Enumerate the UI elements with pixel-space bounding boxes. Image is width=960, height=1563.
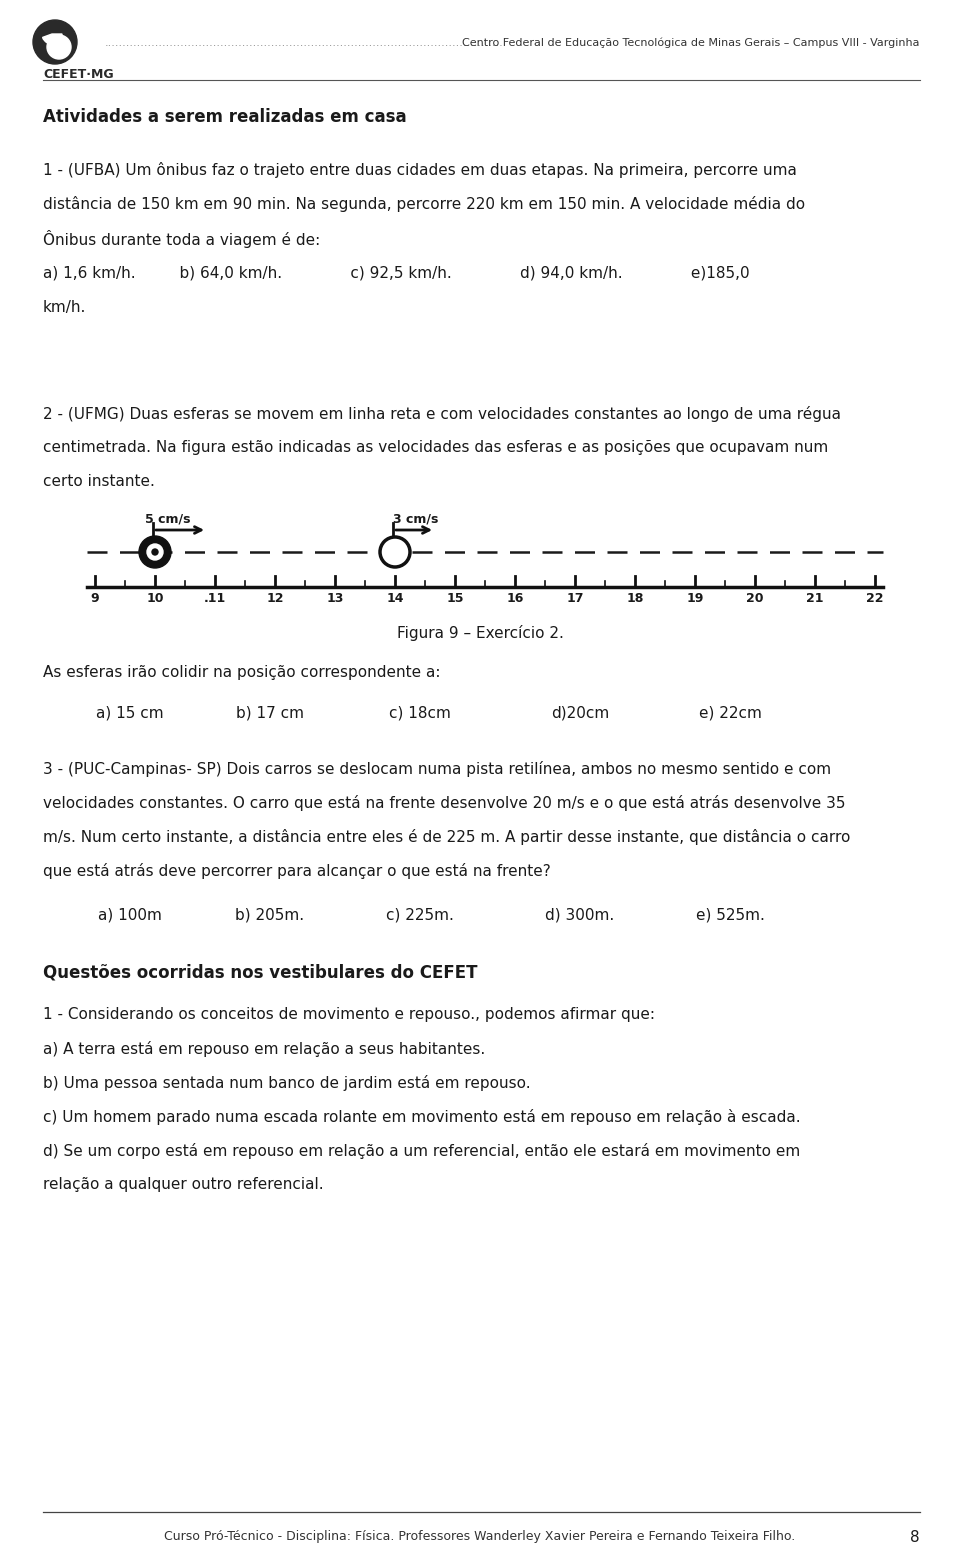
Text: Centro Federal de Educação Tecnológica de Minas Gerais – Campus VIII - Varginha: Centro Federal de Educação Tecnológica d… xyxy=(463,38,920,48)
Text: 1 - (UFBA) Um ônibus faz o trajeto entre duas cidades em duas etapas. Na primeir: 1 - (UFBA) Um ônibus faz o trajeto entre… xyxy=(43,163,797,178)
Text: Atividades a serem realizadas em casa: Atividades a serem realizadas em casa xyxy=(43,108,407,127)
Text: 2 - (UFMG) Duas esferas se movem em linha reta e com velocidades constantes ao l: 2 - (UFMG) Duas esferas se movem em linh… xyxy=(43,406,841,422)
Text: 3 - (PUC-Campinas- SP) Dois carros se deslocam numa pista retilínea, ambos no me: 3 - (PUC-Campinas- SP) Dois carros se de… xyxy=(43,761,831,777)
Text: 19: 19 xyxy=(686,592,704,605)
Text: Questões ocorridas nos vestibulares do CEFET: Questões ocorridas nos vestibulares do C… xyxy=(43,963,477,982)
Text: 8: 8 xyxy=(910,1530,920,1544)
Circle shape xyxy=(152,549,158,555)
Circle shape xyxy=(33,20,77,64)
Text: certo instante.: certo instante. xyxy=(43,474,155,489)
Text: km/h.: km/h. xyxy=(43,300,86,316)
Circle shape xyxy=(380,538,410,567)
Text: a) 15 cm: a) 15 cm xyxy=(96,705,164,721)
Circle shape xyxy=(139,536,171,567)
Text: 9: 9 xyxy=(90,592,99,605)
Text: 12: 12 xyxy=(266,592,284,605)
Text: d) Se um corpo está em repouso em relação a um referencial, então ele estará em : d) Se um corpo está em repouso em relaçã… xyxy=(43,1143,801,1160)
Circle shape xyxy=(147,544,163,560)
Text: c) Um homem parado numa escada rolante em movimento está em repouso em relação à: c) Um homem parado numa escada rolante e… xyxy=(43,1110,801,1125)
Text: d)20cm: d)20cm xyxy=(551,705,610,721)
Text: e) 22cm: e) 22cm xyxy=(699,705,761,721)
Text: que está atrás deve percorrer para alcançar o que está na frente?: que está atrás deve percorrer para alcan… xyxy=(43,863,551,878)
Text: 1 - Considerando os conceitos de movimento e repouso., podemos afirmar que:: 1 - Considerando os conceitos de movimen… xyxy=(43,1007,655,1022)
Text: b) 17 cm: b) 17 cm xyxy=(236,705,304,721)
Text: 20: 20 xyxy=(746,592,764,605)
Text: relação a qualquer outro referencial.: relação a qualquer outro referencial. xyxy=(43,1177,324,1193)
Text: centimetrada. Na figura estão indicadas as velocidades das esferas e as posições: centimetrada. Na figura estão indicadas … xyxy=(43,441,828,455)
Text: b) Uma pessoa sentada num banco de jardim está em repouso.: b) Uma pessoa sentada num banco de jardi… xyxy=(43,1075,531,1091)
Text: c) 225m.: c) 225m. xyxy=(386,907,454,922)
Text: As esferas irão colidir na posição correspondente a:: As esferas irão colidir na posição corre… xyxy=(43,664,441,680)
Text: b) 205m.: b) 205m. xyxy=(235,907,304,922)
Text: .11: .11 xyxy=(204,592,227,605)
Text: m/s. Num certo instante, a distância entre eles é de 225 m. A partir desse insta: m/s. Num certo instante, a distância ent… xyxy=(43,828,851,846)
Text: distância de 150 km em 90 min. Na segunda, percorre 220 km em 150 min. A velocid: distância de 150 km em 90 min. Na segund… xyxy=(43,195,805,213)
Text: 5 cm/s: 5 cm/s xyxy=(145,513,190,525)
Text: 22: 22 xyxy=(866,592,884,605)
Text: ................................................................................: ........................................… xyxy=(105,38,504,48)
Text: 16: 16 xyxy=(506,592,524,605)
Text: 17: 17 xyxy=(566,592,584,605)
Text: Figura 9 – Exercício 2.: Figura 9 – Exercício 2. xyxy=(396,625,564,641)
Text: 18: 18 xyxy=(626,592,644,605)
Text: Curso Pró-Técnico - Disciplina: Física. Professores Wanderley Xavier Pereira e F: Curso Pró-Técnico - Disciplina: Física. … xyxy=(164,1530,796,1543)
Text: c) 18cm: c) 18cm xyxy=(389,705,451,721)
Text: a) 100m: a) 100m xyxy=(98,907,162,922)
Text: e) 525m.: e) 525m. xyxy=(696,907,764,922)
Wedge shape xyxy=(42,34,62,44)
Text: a) A terra está em repouso em relação a seus habitantes.: a) A terra está em repouso em relação a … xyxy=(43,1041,485,1057)
Text: a) 1,6 km/h.         b) 64,0 km/h.              c) 92,5 km/h.              d) 94: a) 1,6 km/h. b) 64,0 km/h. c) 92,5 km/h.… xyxy=(43,266,750,281)
Text: 21: 21 xyxy=(806,592,824,605)
Text: velocidades constantes. O carro que está na frente desenvolve 20 m/s e o que est: velocidades constantes. O carro que está… xyxy=(43,796,846,811)
Circle shape xyxy=(47,34,71,59)
Text: 14: 14 xyxy=(386,592,404,605)
Text: 13: 13 xyxy=(326,592,344,605)
Text: 10: 10 xyxy=(146,592,164,605)
Text: 3 cm/s: 3 cm/s xyxy=(393,513,439,525)
Text: d) 300m.: d) 300m. xyxy=(545,907,614,922)
Text: 15: 15 xyxy=(446,592,464,605)
Text: CEFET·MG: CEFET·MG xyxy=(43,69,113,81)
Text: Ônibus durante toda a viagem é de:: Ônibus durante toda a viagem é de: xyxy=(43,230,321,249)
